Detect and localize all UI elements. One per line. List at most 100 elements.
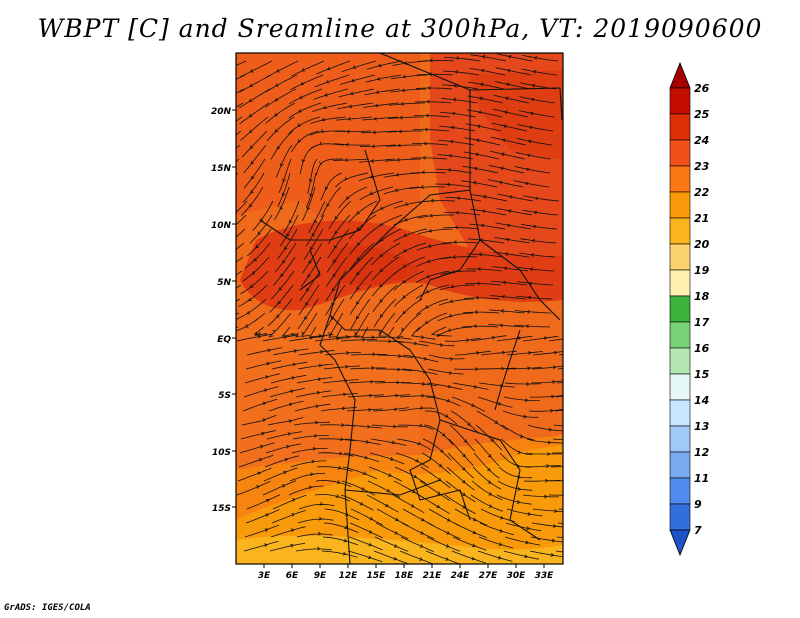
streamline-arrow (322, 105, 327, 110)
streamline (513, 180, 550, 188)
streamline-arrow (418, 423, 423, 427)
streamline-arrow (307, 274, 311, 278)
streamline-arrow (324, 186, 329, 191)
colorbar-label: 18 (694, 290, 710, 303)
streamline-arrow (449, 357, 454, 361)
streamline (300, 312, 318, 338)
streamline-arrow (506, 68, 511, 73)
colorbar-label: 7 (694, 524, 702, 537)
streamline (397, 424, 434, 430)
streamline (370, 214, 403, 233)
streamline-arrow (411, 489, 416, 494)
streamline (262, 334, 299, 342)
streamline-arrow (288, 419, 293, 424)
streamline (328, 312, 344, 338)
streamline-arrow (369, 174, 374, 179)
streamline-arrow (219, 200, 222, 203)
streamline (528, 409, 563, 412)
streamline (307, 158, 318, 194)
streamline-arrow (370, 379, 374, 384)
streamline (398, 407, 435, 412)
streamline (237, 467, 272, 482)
streamline-arrow (524, 181, 529, 186)
streamline-arrow (529, 267, 534, 272)
streamline-arrow (288, 402, 293, 407)
streamline-arrow (570, 336, 573, 339)
streamline-arrow (475, 295, 479, 300)
streamline-arrow (262, 401, 267, 406)
streamline (288, 116, 321, 135)
streamline-arrow (472, 530, 477, 535)
streamline-arrow (422, 381, 426, 386)
streamline-arrow (291, 513, 296, 517)
streamline (451, 550, 487, 564)
streamline-arrow (313, 219, 318, 224)
streamline-arrow (579, 365, 582, 368)
streamline (519, 252, 556, 258)
streamline (264, 455, 300, 468)
streamline (335, 130, 372, 132)
streamline (516, 138, 553, 146)
streamline (493, 94, 530, 104)
streamline-arrow (402, 264, 407, 268)
streamline (447, 452, 474, 479)
streamline-arrow (274, 128, 279, 133)
streamline (348, 536, 383, 551)
streamline-arrow (462, 492, 466, 496)
streamline-arrow (304, 316, 308, 320)
streamline (254, 326, 267, 337)
streamline-arrow (500, 152, 505, 157)
streamline-arrow (314, 433, 318, 438)
streamline (399, 395, 436, 398)
streamline-arrow (312, 446, 317, 451)
streamline (364, 88, 401, 96)
streamline-arrow (448, 153, 453, 158)
streamline (522, 54, 559, 62)
streamline (478, 536, 514, 549)
streamline-arrow (526, 382, 530, 387)
streamline (272, 494, 307, 510)
streamline-arrow (372, 130, 376, 135)
streamline-arrow (272, 329, 277, 334)
streamline-arrow (290, 528, 295, 533)
streamline-arrow (445, 557, 450, 561)
streamline (385, 144, 422, 147)
streamline (241, 130, 268, 158)
streamline-arrow (301, 68, 306, 72)
streamline (464, 137, 501, 146)
streamline-arrow (301, 159, 306, 163)
streamline (516, 295, 553, 300)
streamline-arrow (368, 542, 373, 547)
streamline (322, 379, 359, 384)
streamline-arrow (306, 287, 310, 292)
streamline (240, 116, 269, 141)
streamline (291, 60, 325, 77)
streamline (316, 466, 353, 472)
colorbar-label: 9 (694, 498, 702, 511)
streamline (236, 333, 273, 342)
streamline (438, 139, 475, 146)
streamline (376, 368, 412, 372)
streamline-arrow (317, 531, 322, 536)
streamline-arrow (388, 473, 392, 477)
streamline (475, 424, 503, 451)
streamline-arrow (264, 528, 269, 532)
streamline-arrow (257, 471, 262, 476)
streamline-arrow (400, 327, 405, 332)
streamline (468, 81, 505, 90)
streamline-arrow (325, 80, 330, 84)
streamline (444, 212, 481, 216)
streamline-arrow (425, 113, 429, 118)
streamline-arrow (286, 233, 290, 237)
streamline (325, 298, 345, 331)
streamline-arrow (517, 450, 522, 455)
streamline-arrow (373, 116, 377, 121)
streamline (338, 88, 375, 98)
streamline (414, 115, 451, 118)
streamline (399, 550, 434, 564)
streamline-arrow (380, 314, 384, 318)
streamline (487, 179, 524, 188)
streamline-arrow (258, 458, 263, 462)
streamline (326, 256, 348, 287)
streamline-arrow (264, 543, 268, 548)
